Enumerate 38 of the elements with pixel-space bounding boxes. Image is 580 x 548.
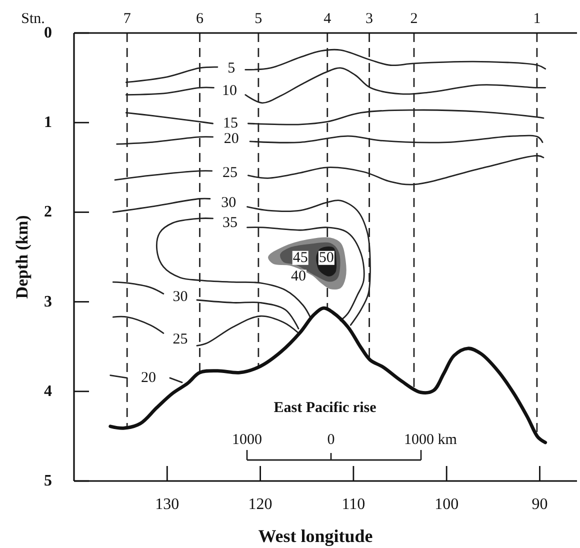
series-label: 5 — [228, 60, 236, 76]
annotation: 3 — [366, 11, 374, 27]
annotation: East Pacific rise — [274, 400, 377, 416]
series-label: 15 — [222, 115, 238, 132]
annotation: 1000 km — [404, 432, 458, 448]
annotation: 40 — [290, 268, 306, 285]
y-tick-label: 4 — [44, 382, 52, 400]
annotation: 1000 — [232, 432, 262, 448]
series-label: 35 — [222, 214, 238, 231]
series-label: 25 — [172, 331, 188, 348]
series-label: 30 — [172, 288, 188, 305]
annotation: 0 — [327, 432, 335, 448]
y-tick-label: 5 — [44, 472, 52, 490]
series-label: 20 — [141, 370, 156, 386]
y-tick-label: 2 — [44, 204, 52, 221]
series-label: 25 — [222, 165, 238, 182]
x-tick-label: 120 — [248, 496, 272, 513]
series-label: 10 — [222, 83, 238, 100]
x-tick-label: 110 — [342, 496, 366, 513]
y-tick-label: 0 — [44, 24, 52, 42]
x-tick-label: 130 — [155, 496, 180, 513]
annotation: 6 — [196, 11, 204, 27]
series-label: 30 — [221, 194, 236, 211]
annotation: 4 — [324, 11, 332, 27]
annotation: 50 — [318, 250, 334, 266]
annotation: 2 — [410, 11, 418, 27]
annotation: 45 — [292, 250, 308, 266]
series-label: 20 — [224, 131, 239, 148]
annotation: 5 — [254, 11, 262, 27]
y-tick-label: 3 — [44, 293, 52, 310]
annotation: 7 — [123, 11, 132, 27]
y-axis-title: Depth (km) — [12, 215, 32, 299]
x-tick-label: 100 — [434, 496, 459, 513]
y-tick-label: 1 — [44, 114, 52, 132]
annotation: 1 — [533, 11, 541, 27]
x-axis-title: West longitude — [258, 526, 373, 546]
x-tick-label: 90 — [532, 496, 548, 513]
text: Stn. — [21, 11, 45, 27]
